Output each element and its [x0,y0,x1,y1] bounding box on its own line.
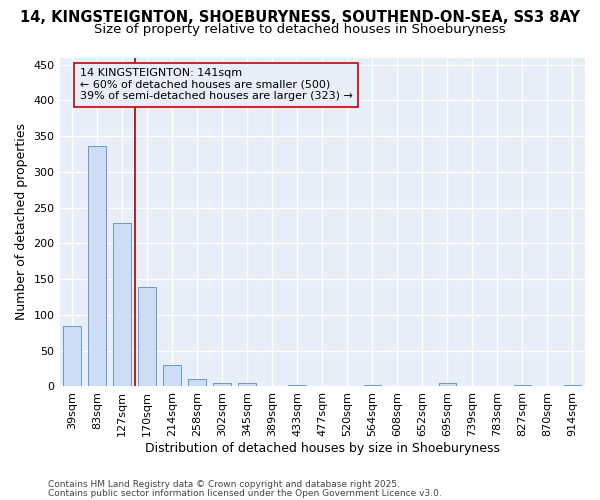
Y-axis label: Number of detached properties: Number of detached properties [15,124,28,320]
Bar [188,380,206,386]
Bar [364,385,381,386]
Text: Size of property relative to detached houses in Shoeburyness: Size of property relative to detached ho… [94,22,506,36]
Text: Contains public sector information licensed under the Open Government Licence v3: Contains public sector information licen… [48,488,442,498]
Bar [88,146,106,386]
Bar [289,385,306,386]
Bar [439,383,456,386]
Text: 14 KINGSTEIGNTON: 141sqm
← 60% of detached houses are smaller (500)
39% of semi-: 14 KINGSTEIGNTON: 141sqm ← 60% of detach… [80,68,352,102]
Bar [238,383,256,386]
Bar [63,326,81,386]
Bar [113,222,131,386]
Text: 14, KINGSTEIGNTON, SHOEBURYNESS, SOUTHEND-ON-SEA, SS3 8AY: 14, KINGSTEIGNTON, SHOEBURYNESS, SOUTHEN… [20,10,580,25]
Bar [564,385,581,386]
Bar [514,385,531,386]
X-axis label: Distribution of detached houses by size in Shoeburyness: Distribution of detached houses by size … [145,442,500,455]
Bar [163,365,181,386]
Text: Contains HM Land Registry data © Crown copyright and database right 2025.: Contains HM Land Registry data © Crown c… [48,480,400,489]
Bar [214,383,231,386]
Bar [139,287,156,386]
